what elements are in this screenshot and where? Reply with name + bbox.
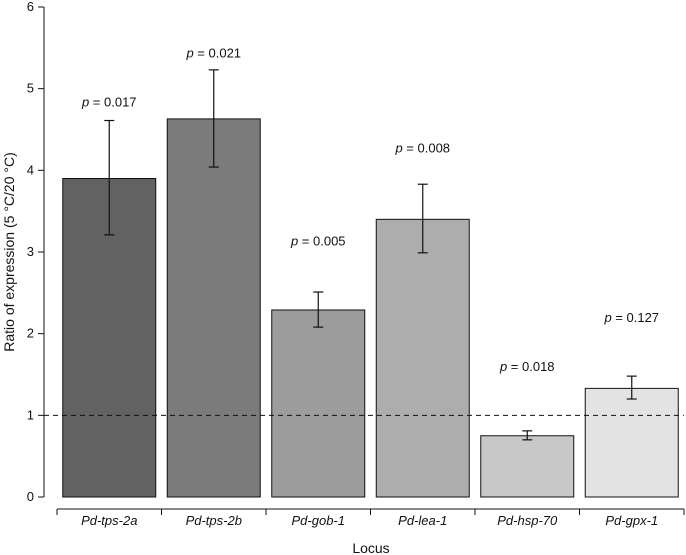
p-value-label: p = 0.005	[290, 233, 346, 248]
p-value-label: p = 0.127	[603, 310, 659, 325]
bar-pd-hsp-70	[480, 435, 575, 498]
x-axis-title: Locus	[352, 540, 389, 555]
bar-pd-tps-2b	[166, 118, 261, 498]
y-tick-label: 3	[27, 244, 34, 259]
x-tick-label: Pd-hsp-70	[497, 513, 558, 528]
y-tick-label: 0	[27, 489, 34, 504]
x-tick-label: Pd-gpx-1	[605, 513, 658, 528]
y-tick-label: 1	[27, 407, 34, 422]
y-tick-label: 6	[27, 0, 34, 14]
bar-pd-lea-1	[375, 218, 470, 498]
x-tick-label: Pd-tps-2a	[81, 513, 137, 528]
y-tick-label: 5	[27, 81, 34, 96]
bar-pd-gpx-1	[584, 387, 679, 498]
p-value-label: p = 0.008	[394, 140, 450, 155]
bar-pd-gob-1	[271, 309, 366, 498]
p-value-label: p = 0.021	[185, 46, 241, 61]
p-value-label: p = 0.017	[81, 95, 137, 110]
y-tick-label: 2	[27, 326, 34, 341]
x-tick-label: Pd-lea-1	[398, 513, 447, 528]
y-tick-label: 4	[27, 162, 34, 177]
y-axis-title: Ratio of expression (5 °C/20 °C)	[1, 152, 17, 352]
x-tick-label: Pd-gob-1	[292, 513, 345, 528]
x-tick-label: Pd-tps-2b	[186, 513, 242, 528]
p-value-label: p = 0.018	[499, 359, 555, 374]
